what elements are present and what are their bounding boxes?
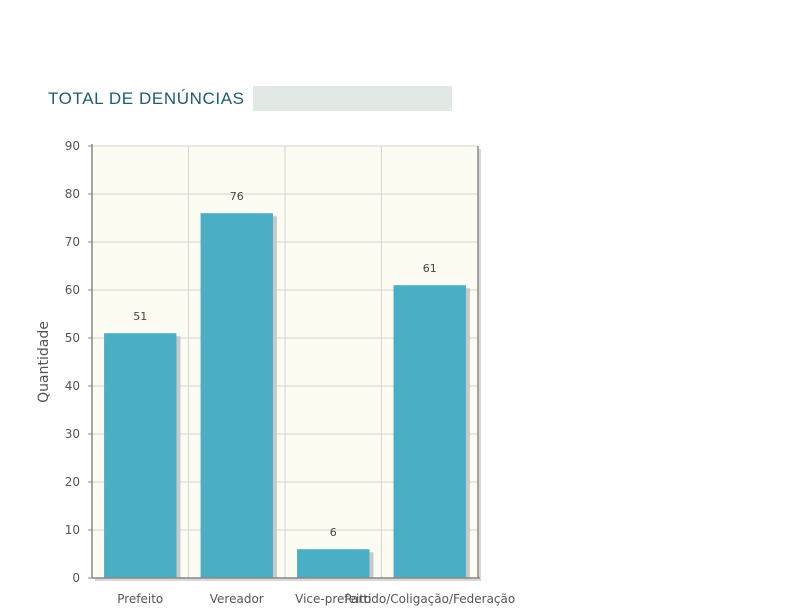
bar-partido-coliga-o-federa-o (393, 285, 466, 578)
data-label: 61 (423, 262, 437, 275)
y-tick-label: 70 (65, 235, 80, 249)
x-category-label: Vice-prefeito (295, 592, 371, 606)
y-tick-label: 40 (65, 379, 80, 393)
y-tick-label: 60 (65, 283, 80, 297)
title-decoration-bar (252, 86, 452, 111)
y-axis-title: Quantidade (36, 321, 52, 403)
x-category-label: Prefeito (117, 592, 163, 606)
section-header: TOTAL DE DENÚNCIAS (48, 86, 452, 111)
y-tick-label: 30 (65, 427, 80, 441)
x-category-label: Vereador (210, 592, 264, 606)
y-tick-label: 50 (65, 331, 80, 345)
data-label: 76 (230, 190, 244, 203)
y-tick-label: 20 (65, 475, 80, 489)
bar-vereador (200, 213, 273, 578)
y-tick-label: 90 (65, 139, 80, 153)
y-tick-label: 10 (65, 523, 80, 537)
bar-prefeito (104, 333, 177, 578)
section-title: TOTAL DE DENÚNCIAS (48, 88, 245, 108)
y-tick-label: 80 (65, 187, 80, 201)
bar-vice-prefeito (297, 549, 370, 578)
y-tick-label: 0 (72, 571, 80, 585)
data-label: 6 (330, 526, 337, 539)
data-label: 51 (133, 310, 147, 323)
x-category-label: Partido/Coligação/Federação (344, 592, 515, 606)
